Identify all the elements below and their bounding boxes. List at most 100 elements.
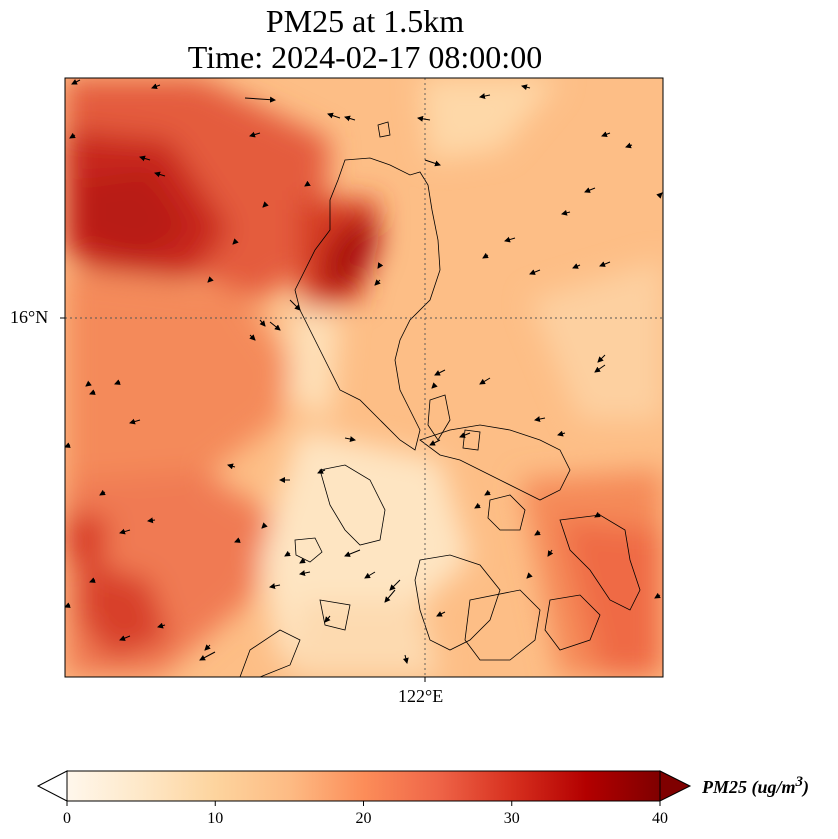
wind-arrow bbox=[656, 192, 663, 199]
wind-arrow bbox=[344, 436, 356, 442]
wind-arrow bbox=[151, 83, 161, 90]
colorbar-tick-label: 30 bbox=[503, 810, 520, 827]
wind-arrow bbox=[431, 382, 438, 389]
wind-arrow bbox=[402, 654, 409, 664]
plot-title-line-1: PM25 at 1.5km bbox=[265, 3, 465, 39]
wind-arrow bbox=[597, 354, 606, 363]
wind-arrow bbox=[317, 468, 326, 474]
colorbar-tick-label: 0 bbox=[63, 810, 71, 827]
colorbar-tick-label: 20 bbox=[355, 810, 372, 827]
wind-arrow bbox=[69, 132, 76, 139]
wind-arrow bbox=[119, 528, 131, 535]
colorbar-title-superscript: 3 bbox=[795, 774, 804, 790]
wind-arrow bbox=[261, 522, 268, 529]
longitude-label: 122°E bbox=[398, 686, 444, 706]
wind-arrow bbox=[561, 209, 571, 216]
wind-arrow bbox=[249, 334, 256, 341]
wind-arrow bbox=[324, 615, 331, 623]
coastlines bbox=[239, 121, 641, 677]
wind-arrow bbox=[479, 377, 491, 385]
map-frame bbox=[64, 77, 664, 678]
wind-arrow bbox=[71, 79, 81, 85]
wind-arrow bbox=[482, 252, 489, 259]
wind-arrow bbox=[424, 159, 441, 167]
wind-arrow bbox=[572, 263, 581, 269]
wind-arrow bbox=[504, 236, 516, 243]
wind-arrow bbox=[594, 511, 601, 518]
wind-arrow bbox=[232, 238, 239, 245]
wind-arrow bbox=[389, 579, 401, 591]
wind-arrow bbox=[249, 131, 261, 138]
wind-arrow bbox=[384, 589, 396, 603]
wind-arrow bbox=[119, 635, 131, 641]
wind-arrow bbox=[594, 364, 606, 373]
wind-arrow bbox=[654, 592, 661, 599]
wind-arrow bbox=[269, 321, 281, 331]
wind-arrow bbox=[269, 583, 281, 589]
colorbar-bar bbox=[66, 770, 661, 802]
wind-arrow bbox=[557, 430, 566, 437]
wind-arrow bbox=[99, 489, 106, 496]
latitude-label: 16°N bbox=[10, 307, 49, 327]
wind-arrow bbox=[89, 389, 96, 395]
wind-arrow bbox=[417, 115, 431, 122]
wind-arrow bbox=[521, 84, 531, 91]
wind-arrow bbox=[284, 550, 291, 557]
wind-arrow bbox=[474, 502, 481, 509]
pm25-map bbox=[60, 77, 664, 682]
wind-arrow bbox=[344, 115, 356, 122]
wind-arrow bbox=[434, 369, 446, 376]
wind-arrow bbox=[479, 93, 491, 99]
colorbar-title-close: ) bbox=[803, 777, 810, 797]
plot-title-line-2: Time: 2024-02-17 08:00:00 bbox=[187, 39, 543, 75]
wind-arrow bbox=[459, 432, 471, 438]
wind-arrow bbox=[65, 602, 71, 608]
wind-arrow bbox=[625, 142, 633, 149]
wind-arrow bbox=[139, 155, 151, 162]
wind-arrow bbox=[234, 537, 241, 543]
wind-arrow bbox=[289, 299, 301, 311]
wind-arrow bbox=[299, 557, 306, 564]
wind-arrow bbox=[584, 187, 596, 193]
wind-arrow bbox=[147, 517, 156, 524]
wind-arrow bbox=[85, 380, 92, 387]
wind-arrow bbox=[599, 261, 611, 267]
wind-arrow bbox=[114, 379, 121, 385]
wind-arrow bbox=[89, 577, 96, 583]
wind-vectors bbox=[65, 79, 663, 664]
colorbar-tick-label: 10 bbox=[207, 810, 224, 827]
wind-arrow bbox=[547, 549, 554, 557]
wind-arrow bbox=[327, 112, 341, 119]
pm25-field bbox=[65, 78, 663, 677]
wind-arrow bbox=[534, 529, 541, 536]
colorbar-tick-label: 40 bbox=[652, 810, 668, 827]
wind-arrow bbox=[65, 442, 71, 448]
wind-arrow bbox=[344, 549, 361, 557]
colorbar-extend-max bbox=[659, 770, 692, 802]
wind-arrow bbox=[304, 180, 311, 187]
wind-arrow bbox=[601, 131, 611, 138]
wind-arrow bbox=[429, 439, 441, 446]
wind-arrow bbox=[227, 463, 236, 470]
wind-arrow bbox=[259, 319, 266, 327]
wind-arrow bbox=[526, 572, 533, 579]
wind-arrow bbox=[299, 570, 311, 576]
wind-arrow bbox=[484, 489, 491, 496]
wind-arrow bbox=[154, 171, 166, 178]
wind-arrow bbox=[534, 416, 546, 422]
wind-arrow bbox=[529, 269, 541, 275]
wind-arrow bbox=[364, 571, 376, 579]
wind-arrow bbox=[244, 96, 276, 103]
wind-arrow bbox=[377, 262, 384, 269]
wind-arrow bbox=[374, 279, 381, 286]
wind-arrow bbox=[129, 418, 141, 425]
colorbar-title-text: PM25 (ug/m bbox=[702, 777, 796, 797]
wind-arrow bbox=[436, 611, 446, 617]
wind-arrow bbox=[199, 651, 216, 661]
wind-arrow bbox=[262, 201, 269, 208]
colorbar-title: PM25 (ug/m3) bbox=[702, 774, 809, 798]
colorbar-extend-min bbox=[36, 770, 68, 802]
wind-arrow bbox=[157, 622, 166, 629]
wind-arrow bbox=[204, 644, 211, 651]
